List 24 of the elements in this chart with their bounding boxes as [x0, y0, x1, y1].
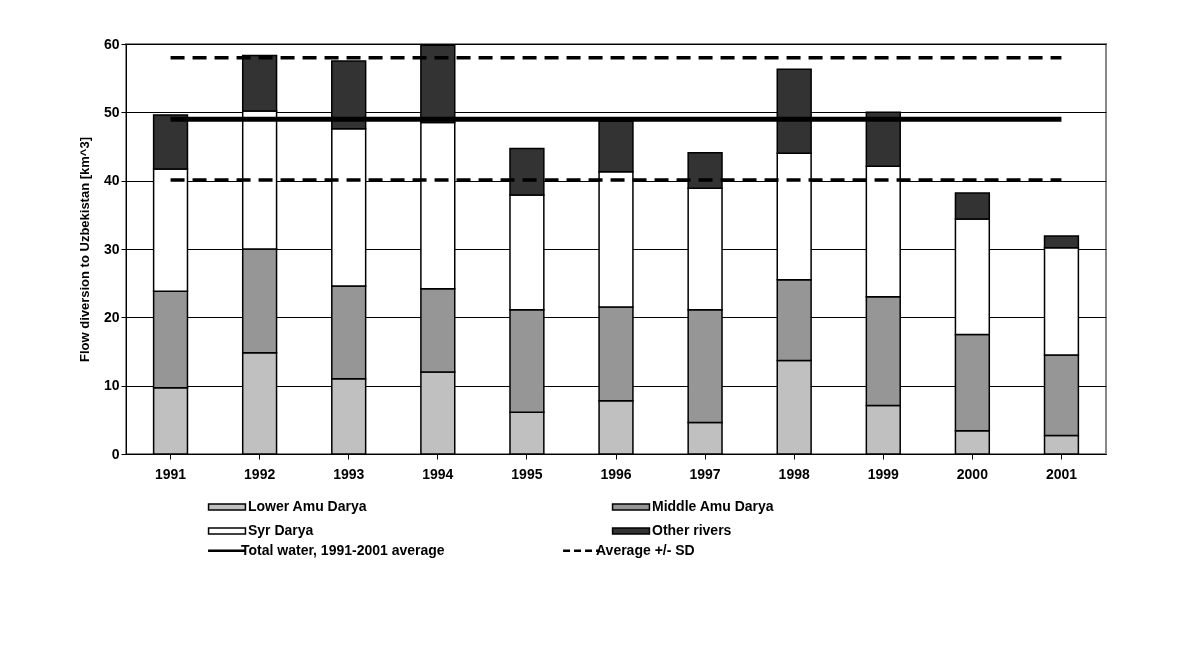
- legend-label: Lower Amu Darya: [248, 498, 367, 514]
- x-tick-label: 1995: [511, 465, 543, 482]
- x-tick-label: 1991: [154, 465, 187, 482]
- y-tick-label: 50: [103, 103, 120, 120]
- y-tick-label: 10: [103, 377, 120, 394]
- legend-label: Syr Darya: [248, 522, 314, 538]
- y-tick-label: 60: [103, 35, 120, 52]
- x-tick-label: 2000: [956, 465, 989, 482]
- y-tick-label: 0: [111, 445, 120, 462]
- x-tick-label: 1998: [778, 465, 810, 482]
- y-tick-label: 40: [103, 172, 120, 189]
- y-tick-label: 30: [103, 240, 120, 257]
- x-tick-label: 1993: [333, 465, 365, 482]
- y-tick-label: 20: [103, 308, 120, 325]
- legend-label: Total water, 1991-2001 average: [241, 541, 445, 558]
- x-tick-label: 1996: [600, 465, 632, 482]
- x-tick-label: 2001: [1045, 465, 1078, 482]
- legend-label: Middle Amu Darya: [652, 498, 774, 514]
- legend-label: Other rivers: [652, 522, 732, 538]
- y-axis-title: Flow diversion to Uzbekistan [km^3]: [76, 136, 92, 363]
- x-tick-label: 1997: [689, 465, 721, 482]
- x-tick-label: 1999: [867, 465, 900, 482]
- x-tick-label: 1994: [422, 465, 454, 482]
- x-tick-label: 1992: [244, 465, 276, 482]
